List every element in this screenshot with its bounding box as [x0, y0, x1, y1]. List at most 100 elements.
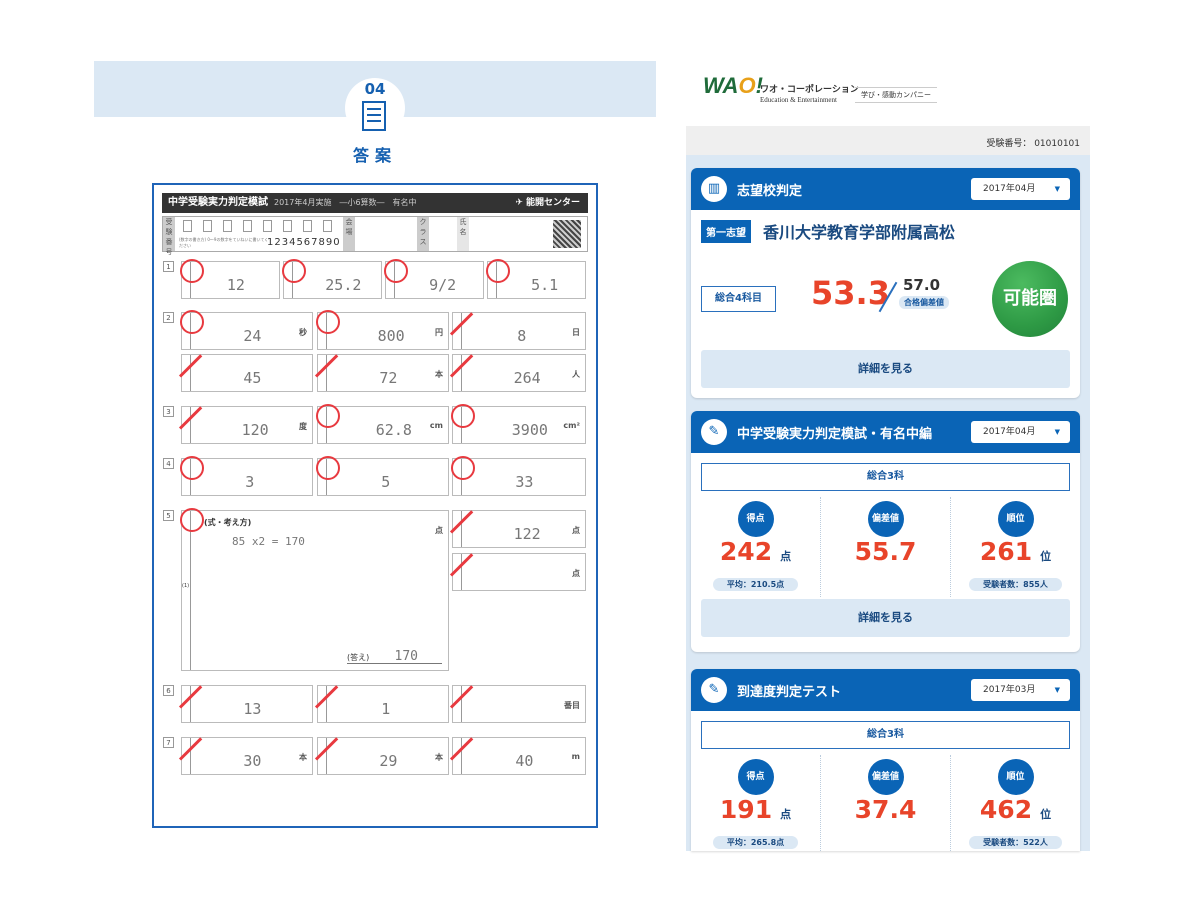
- stats: 得点 191 点平均：265.8点 偏差値 37.4 順位 462 位受験者数：522人: [691, 755, 1080, 851]
- answer-unit: cm: [429, 421, 443, 430]
- stat-rank: 順位 261 位受験者数：855人: [951, 497, 1080, 597]
- id-digit-cell: [183, 220, 192, 232]
- stat-value: 261: [979, 537, 1033, 566]
- box-divider: [190, 738, 191, 774]
- sheet-header: 中学受験実力判定模試 2017年4月実施 ―小6算数― 有名中 ✈ 能開センター: [162, 193, 588, 213]
- box-divider: [461, 355, 462, 391]
- answer-text: 1: [381, 700, 391, 718]
- correct-mark-icon: [451, 404, 475, 428]
- month-select[interactable]: 2017年04月 ▼: [971, 178, 1070, 200]
- correct-mark-icon: [180, 310, 204, 334]
- answer-box: 点: [449, 553, 586, 591]
- question-number: 5: [163, 510, 174, 521]
- stat-sub: 平均：265.8点: [712, 836, 799, 849]
- stat-score: 得点 191 点平均：265.8点: [691, 755, 821, 851]
- answer-sheet-icon: [362, 101, 386, 131]
- detail-button[interactable]: 詳細を見る: [701, 599, 1070, 637]
- correct-mark-icon: [316, 456, 340, 480]
- detail-button[interactable]: 詳細を見る: [701, 350, 1070, 388]
- month-value: 2017年04月: [983, 184, 1036, 194]
- card-mock-exam: ✎ 中学受験実力判定模試・有名中編 2017年04月 ▼ 総合3科 得点 242 点平…: [691, 411, 1080, 652]
- stat-value: 462: [979, 795, 1033, 824]
- question-number: 6: [163, 685, 174, 696]
- card-title: 到達度判定テスト: [737, 685, 842, 700]
- test-result-icon: ✎: [701, 677, 727, 703]
- box-divider: [326, 686, 327, 722]
- answer-box: 13: [178, 685, 313, 723]
- card-achievement-test: ✎ 到達度判定テスト 2017年03月 ▼ 総合3科 得点 191 点平均：265.8…: [691, 669, 1080, 851]
- correct-mark-icon: [316, 310, 340, 334]
- month-value: 2017年03月: [983, 685, 1036, 695]
- school-name: 香川大学教育学部附属高松: [763, 223, 956, 242]
- card-title: 中学受験実力判定模試・有名中編: [737, 427, 933, 442]
- id-digit-cell: [243, 220, 252, 232]
- card-title: 志望校判定: [737, 184, 803, 199]
- stat-rank: 順位 462 位受験者数：522人: [951, 755, 1080, 851]
- answer-unit: 番目: [564, 701, 580, 710]
- work-label: (式・考え方): [204, 518, 252, 527]
- answer-unit: m: [571, 752, 580, 761]
- stat-unit: 点: [780, 808, 792, 821]
- exam-number: 受験番号： 01010101: [686, 126, 1090, 155]
- sheet-title: 中学受験実力判定模試: [168, 197, 268, 208]
- answer-unit: 度: [299, 422, 307, 431]
- field-label-class: クラス: [417, 217, 429, 251]
- id-digits: 1234567890: [267, 237, 341, 248]
- question-number: 3: [163, 406, 174, 417]
- card-header: ✎ 到達度判定テスト 2017年03月 ▼: [691, 669, 1080, 711]
- field-label-venue: 会場: [343, 217, 355, 251]
- stat-unit: 位: [1040, 550, 1052, 563]
- answer-text: 800: [377, 327, 405, 345]
- answer-box: 5: [316, 456, 449, 496]
- stat-score: 得点 242 点平均：210.5点: [691, 497, 821, 597]
- answer-box: 5.1: [486, 259, 586, 299]
- answer-box: 170 点 (式・考え方) 85 x2 = 170 (答え) (1): [180, 508, 449, 671]
- month-select[interactable]: 2017年03月 ▼: [971, 679, 1070, 701]
- brand-name-jp: ワオ・コーポレーション: [760, 85, 859, 95]
- sub-label: (1): [182, 583, 190, 589]
- target-score: 57.0: [903, 276, 941, 294]
- answer-text: 40: [515, 752, 534, 770]
- chevron-down-icon: ▼: [1054, 428, 1060, 436]
- correct-mark-icon: [316, 404, 340, 428]
- subject-label: 総合3科: [701, 721, 1070, 749]
- box-divider: [326, 355, 327, 391]
- answer-text: 62.8: [375, 421, 412, 439]
- answer-text: 12: [226, 276, 245, 294]
- answer-unit: 本: [435, 370, 443, 379]
- answer-box: 33: [451, 456, 586, 496]
- correct-mark-icon: [384, 259, 408, 283]
- answer-label: (答え): [347, 652, 442, 664]
- month-select[interactable]: 2017年04月 ▼: [971, 421, 1070, 443]
- section-number: 04: [364, 80, 386, 98]
- id-digit-cell: [203, 220, 212, 232]
- verdict-badge: 可能圏: [992, 261, 1068, 337]
- answer-unit: cm²: [563, 421, 580, 430]
- stat-unit: 点: [780, 550, 792, 563]
- box-divider: [190, 686, 191, 722]
- answer-box: 24 秒: [180, 310, 313, 350]
- answer-text: 120: [241, 421, 269, 439]
- answer-text: 5.1: [531, 276, 559, 294]
- card-school-judgement: ▥ 志望校判定 2017年04月 ▼ 第一志望 香川大学教育学部附属高松 総合4科…: [691, 168, 1080, 398]
- box-divider: [461, 738, 462, 774]
- answer-text: 9/2: [429, 276, 457, 294]
- answer-box: 72 本: [314, 354, 449, 392]
- answer-unit: 本: [435, 753, 443, 762]
- sheet-id-row: 受験番号 (数字の書き方) 0〜9の数字をていねいに書いてください 123456…: [162, 216, 588, 256]
- answer-box: 1: [314, 685, 449, 723]
- answer-unit: 点: [572, 526, 580, 535]
- box-divider: [461, 313, 462, 349]
- answer-box: 30 本: [178, 737, 313, 775]
- answer-text: 24: [243, 327, 262, 345]
- question-number: 4: [163, 458, 174, 469]
- month-value: 2017年04月: [983, 427, 1036, 437]
- target-label: 合格偏差値: [899, 296, 949, 309]
- answer-box: 45: [178, 354, 313, 392]
- stat-label: 得点: [737, 759, 774, 795]
- id-digit-cell: [263, 220, 272, 232]
- chevron-down-icon: ▼: [1054, 185, 1060, 193]
- stat-value: 37.4: [854, 795, 917, 824]
- stat-value: 55.7: [854, 537, 917, 566]
- answer-unit: 本: [299, 753, 307, 762]
